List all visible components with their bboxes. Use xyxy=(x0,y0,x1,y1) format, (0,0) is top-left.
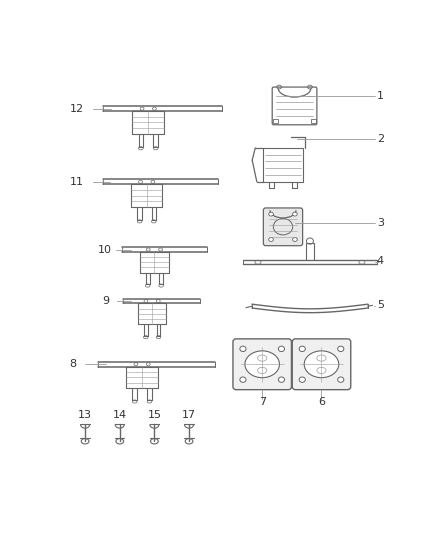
Bar xyxy=(311,119,316,123)
Bar xyxy=(263,148,303,182)
Text: 3: 3 xyxy=(377,217,384,228)
Text: 4: 4 xyxy=(377,256,384,266)
Ellipse shape xyxy=(338,377,344,382)
Ellipse shape xyxy=(293,238,297,241)
Text: 7: 7 xyxy=(259,397,266,407)
Text: 10: 10 xyxy=(98,245,112,255)
Text: 13: 13 xyxy=(78,410,92,420)
Text: 15: 15 xyxy=(148,410,162,420)
Text: 2: 2 xyxy=(377,134,384,144)
Text: 8: 8 xyxy=(70,359,77,369)
Text: 5: 5 xyxy=(377,301,384,310)
Ellipse shape xyxy=(240,346,246,352)
FancyBboxPatch shape xyxy=(263,208,303,246)
Text: 1: 1 xyxy=(377,91,384,101)
Ellipse shape xyxy=(293,212,297,216)
Text: 11: 11 xyxy=(70,177,84,187)
Ellipse shape xyxy=(338,346,344,352)
Text: 14: 14 xyxy=(113,410,127,420)
Ellipse shape xyxy=(240,377,246,382)
Text: 6: 6 xyxy=(318,397,325,407)
Ellipse shape xyxy=(299,346,305,352)
Text: 17: 17 xyxy=(182,410,196,420)
Ellipse shape xyxy=(304,351,339,378)
Ellipse shape xyxy=(245,351,279,378)
Text: 9: 9 xyxy=(102,296,109,306)
Ellipse shape xyxy=(299,377,305,382)
FancyBboxPatch shape xyxy=(233,339,291,390)
Text: 12: 12 xyxy=(70,103,84,114)
Ellipse shape xyxy=(269,238,273,241)
Ellipse shape xyxy=(279,377,285,382)
Bar xyxy=(273,119,278,123)
FancyBboxPatch shape xyxy=(292,339,351,390)
Ellipse shape xyxy=(269,212,273,216)
Ellipse shape xyxy=(279,346,285,352)
